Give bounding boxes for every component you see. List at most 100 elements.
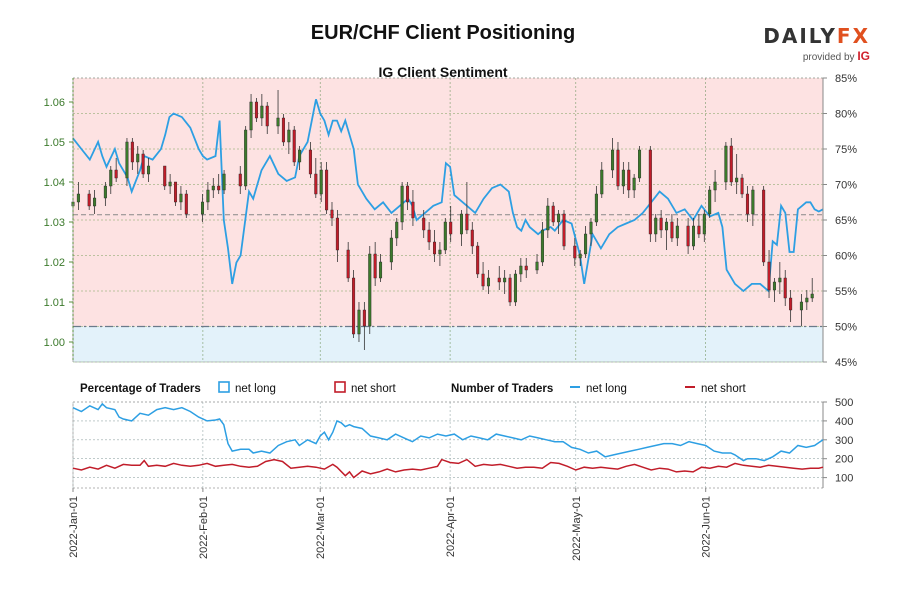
candle-body <box>476 245 480 275</box>
candle-body <box>174 181 178 203</box>
candle-body <box>632 177 636 191</box>
candle-body <box>562 213 566 247</box>
candle-body <box>767 261 771 291</box>
date-tick-label: 2022-Jan-01 <box>68 496 80 558</box>
candle-body <box>368 253 372 327</box>
price-tick-label: 1.02 <box>44 257 65 269</box>
date-tick-label: 2022-Feb-01 <box>198 496 210 559</box>
candle-body <box>578 253 582 259</box>
legend-pct-long-swatch <box>218 381 230 393</box>
lower-panel-frame <box>72 401 824 489</box>
traders-panel <box>72 402 824 479</box>
num-long-series-line <box>72 402 824 462</box>
candle-body <box>638 149 642 179</box>
candle-body <box>125 141 129 179</box>
candle-body <box>675 225 679 239</box>
candle-body <box>751 189 755 215</box>
traders-tick-label: 200 <box>835 454 853 466</box>
candle-body <box>200 201 204 215</box>
price-tick-label: 1.06 <box>44 97 65 109</box>
candle-body <box>783 277 787 299</box>
candle-body <box>400 185 404 223</box>
candle-body <box>103 185 107 199</box>
candle-body <box>713 181 717 191</box>
candle-body <box>449 221 453 235</box>
percent-tick-label: 50% <box>835 322 857 334</box>
candle-body <box>573 245 577 259</box>
candle-body <box>762 189 766 263</box>
candle-body <box>422 217 426 231</box>
candle-body <box>184 193 188 215</box>
candle-body <box>249 101 253 131</box>
axis-labels: 1.00 1.01 1.02 1.03 1.04 1.05 1.06 45% 50% 55% 60%… <box>44 73 858 561</box>
candle-body <box>702 213 706 235</box>
pct-long-line <box>72 99 824 293</box>
candle-body <box>136 153 140 163</box>
date-tick-label: 2022-Apr-01 <box>445 496 457 557</box>
logo-provided-text: provided by <box>802 52 855 63</box>
candle-body <box>551 205 555 223</box>
legend-pct-short-swatch <box>334 381 346 393</box>
candle-body <box>654 217 658 235</box>
candle-body <box>503 277 507 283</box>
candle-body <box>93 197 97 207</box>
candle-body <box>519 265 523 275</box>
candle-body <box>260 105 264 119</box>
candle-body <box>692 225 696 247</box>
logo-provided-by: provided by IG <box>755 49 870 63</box>
traders-tick-label: 300 <box>835 435 853 447</box>
candle-body <box>438 249 442 255</box>
legend-num-long-label: net long <box>586 383 627 395</box>
candle-body <box>287 129 291 143</box>
candle-body <box>222 173 226 191</box>
candle-body <box>508 277 512 303</box>
price-tick-label: 1.01 <box>44 297 65 309</box>
legend-num-label: Number of Traders <box>451 383 553 395</box>
price-candles <box>71 90 814 350</box>
candle-body <box>740 177 744 195</box>
percent-tick-label: 45% <box>835 357 857 369</box>
candle-body <box>109 169 113 187</box>
candle-body <box>546 205 550 231</box>
candle-body <box>335 217 339 251</box>
candle-body <box>659 217 663 231</box>
candle-body <box>465 213 469 231</box>
candle-body <box>308 149 312 175</box>
candle-body <box>799 301 803 311</box>
candle-body <box>373 253 377 279</box>
candle-body <box>594 193 598 223</box>
candle-body <box>325 169 329 211</box>
dailyfx-logo: DAILYFX provided by IG <box>755 24 870 63</box>
candle-body <box>76 193 80 203</box>
candle-body <box>238 173 242 187</box>
percent-tick-label: 65% <box>835 215 857 227</box>
traders-tick-label: 400 <box>835 416 853 428</box>
candle-body <box>535 261 539 271</box>
panel-frames <box>69 77 827 492</box>
candle-body <box>168 181 172 187</box>
price-tick-label: 1.05 <box>44 137 65 149</box>
candle-body <box>486 277 490 287</box>
net-long-zone <box>73 78 823 327</box>
chart-subtitle: IG Client Sentiment <box>378 64 508 80</box>
candle-body <box>141 153 145 175</box>
candle-body <box>789 297 793 311</box>
candle-body <box>443 221 447 251</box>
candle-body <box>265 105 269 127</box>
percent-tick-label: 70% <box>835 180 857 192</box>
candle-body <box>708 189 712 215</box>
price-tick-label: 1.03 <box>44 217 65 229</box>
candle-body <box>281 117 285 143</box>
candle-body <box>772 281 776 291</box>
traders-tick-label: 100 <box>835 473 853 485</box>
candle-body <box>211 185 215 191</box>
candle-body <box>616 149 620 187</box>
candle-body <box>411 201 415 219</box>
legend-num-short-label: net short <box>701 383 747 395</box>
candle-body <box>611 149 615 171</box>
candle-body <box>724 145 728 183</box>
candle-body <box>244 129 248 187</box>
candle-body <box>735 177 739 183</box>
percent-tick-label: 55% <box>835 286 857 298</box>
